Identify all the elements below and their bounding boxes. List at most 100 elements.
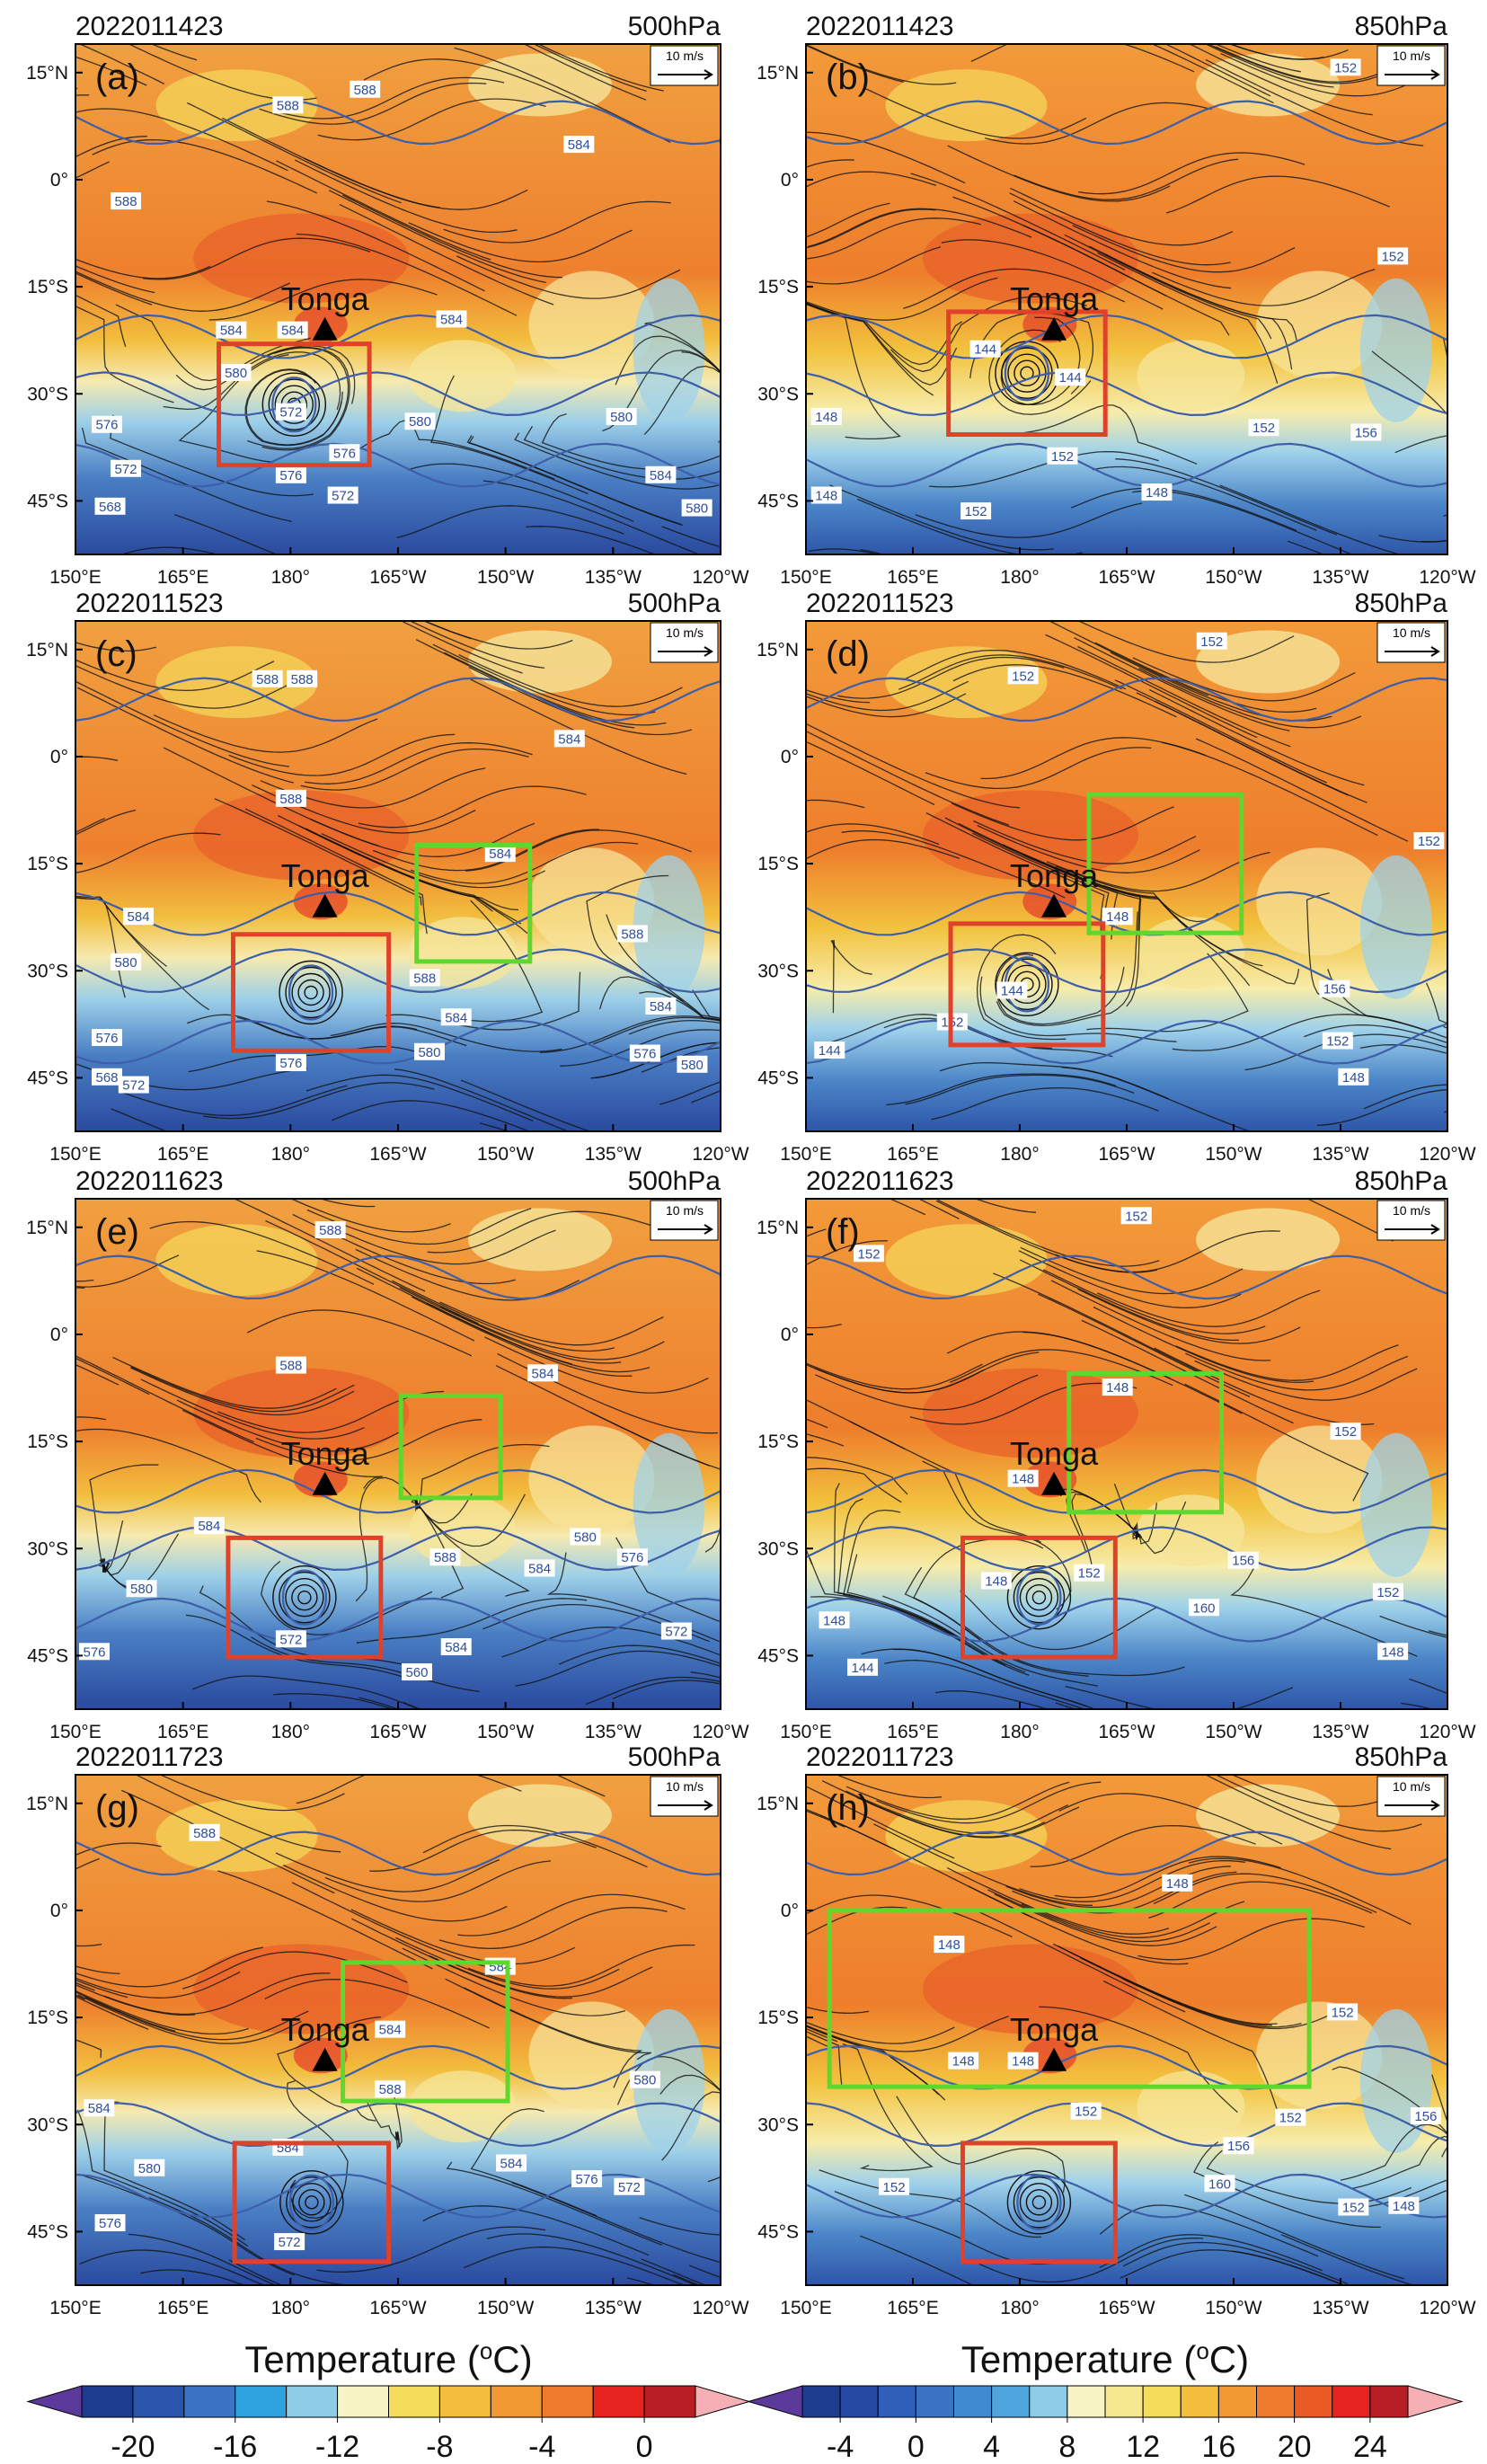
contour-label: 584 <box>650 468 672 483</box>
streamline <box>394 1068 570 1131</box>
streamline <box>898 654 1122 690</box>
contour-label-box <box>1319 979 1350 997</box>
x-tick-label: 150°E <box>780 2298 831 2318</box>
contour-label-box <box>1413 832 1445 850</box>
streamline <box>175 345 356 404</box>
streamline <box>987 1889 1210 1943</box>
contour-label-box <box>980 1572 1012 1590</box>
streamline <box>182 1951 408 1990</box>
contour-label-box <box>111 192 142 210</box>
map-panel: 152 152 144 144 148 152 148 152 148 152 156 Tonga (b… <box>806 44 1447 554</box>
streamline <box>112 1356 337 1409</box>
contour-line <box>1004 345 1050 402</box>
x-tick-label: 180° <box>1000 1722 1039 1742</box>
contour-label: 152 <box>1334 1424 1357 1440</box>
panel-level: 500hPa <box>628 1166 721 1196</box>
streamline <box>432 643 656 716</box>
colorbar-box <box>643 2385 696 2418</box>
reference-vector-arrow <box>1385 69 1440 80</box>
streamline <box>149 1220 375 1285</box>
green-box <box>341 1960 510 2104</box>
colorbar-box <box>1180 2385 1219 2418</box>
x-tick-label: 135°W <box>585 1144 642 1165</box>
colorbar-tick-label: -20 <box>111 2430 155 2464</box>
streamline <box>407 463 634 522</box>
streamline <box>111 1108 168 1131</box>
streamline <box>176 1399 402 1452</box>
streamline <box>532 44 647 93</box>
tonga-marker <box>312 316 338 341</box>
contour-label: 144 <box>1059 370 1082 386</box>
streamline <box>1162 741 1378 837</box>
temperature-patch <box>467 630 612 694</box>
streamline <box>876 1781 1102 1824</box>
x-tick-label: 165°E <box>887 567 938 588</box>
vortex-streamline <box>279 1571 331 1624</box>
streamline <box>806 2030 843 2085</box>
streamline <box>264 1978 490 2029</box>
y-tick-label: 15°N <box>26 1218 68 1238</box>
panel-time: 2022011623 <box>75 1166 224 1196</box>
contour-label: 152 <box>1342 2201 1365 2216</box>
streamline <box>819 1814 1033 1919</box>
vortex-streamline <box>1019 1577 1059 1618</box>
colorbar-tick-label: 4 <box>983 2430 1000 2464</box>
temperature-patch <box>633 278 705 422</box>
streamline <box>75 1995 149 2030</box>
streamline <box>806 1457 908 1495</box>
temperature-patch <box>467 1208 612 1272</box>
contour-label-box <box>645 997 677 1015</box>
vortex-streamline <box>305 2195 319 2210</box>
streamline <box>935 1200 1158 1273</box>
streamline <box>806 131 966 184</box>
contour-label: 568 <box>96 1070 119 1086</box>
y-tick-label: 30°S <box>757 1538 799 1559</box>
reference-vector-label: 10 m/s <box>666 1779 704 1794</box>
streamline <box>1205 58 1424 146</box>
colorbar-tick-label: 0 <box>907 2430 925 2464</box>
contour-label-box <box>660 1622 692 1640</box>
contour-label-box <box>94 2214 126 2232</box>
reference-vector-box <box>650 1776 719 1817</box>
streamline <box>134 1775 341 1853</box>
x-tick-label: 165°W <box>369 1144 426 1165</box>
contour-line <box>75 677 721 722</box>
streamline <box>203 1082 435 1120</box>
vortex-streamline <box>297 1590 312 1605</box>
contour-label-box <box>553 730 585 748</box>
streamline <box>92 138 317 194</box>
streamline <box>422 2205 650 2256</box>
y-tick-label: 30°S <box>27 961 68 981</box>
streamline <box>79 2249 266 2285</box>
contour-label-box <box>1275 2108 1306 2126</box>
streamline <box>896 2096 1066 2193</box>
reference-vector-box <box>1376 1200 1446 1241</box>
streamline <box>1019 1259 1239 1342</box>
streamline <box>1009 192 1231 266</box>
x-tick-label: 150°E <box>49 1722 101 1742</box>
streamline <box>1013 158 1239 200</box>
streamline <box>1137 1918 1365 1961</box>
streamline <box>75 108 288 172</box>
panel-time: 2022011723 <box>806 1742 954 1772</box>
streamline <box>973 1909 1186 2013</box>
contour-label: 152 <box>1078 1566 1101 1582</box>
streamline <box>75 680 289 767</box>
streamline <box>75 56 147 86</box>
contour-line <box>75 1526 721 1572</box>
streamline <box>1097 252 1279 384</box>
streamline <box>501 1626 721 1658</box>
streamline <box>806 823 940 846</box>
contour-label-box <box>413 1042 445 1060</box>
contour-label: 144 <box>852 1661 874 1676</box>
vortex-streamline <box>274 385 314 424</box>
streamline <box>1074 637 1290 731</box>
streamline <box>464 2246 686 2285</box>
streamline <box>615 1537 721 1623</box>
streamline <box>1185 1352 1409 1391</box>
panel-label: (a) <box>95 58 139 97</box>
streamline <box>1061 1067 1252 1131</box>
contour-label-box <box>350 80 381 98</box>
streamline <box>1077 1289 1301 1344</box>
contour-label: 148 <box>1012 2054 1034 2070</box>
